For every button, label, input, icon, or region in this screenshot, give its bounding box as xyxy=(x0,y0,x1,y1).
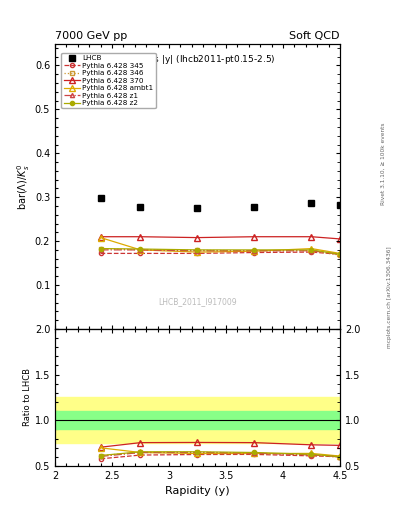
Y-axis label: bar($\Lambda$)/$K^0_s$: bar($\Lambda$)/$K^0_s$ xyxy=(15,163,32,209)
Text: LHCB_2011_I917009: LHCB_2011_I917009 xyxy=(158,297,237,306)
Text: Rivet 3.1.10, ≥ 100k events: Rivet 3.1.10, ≥ 100k events xyxy=(381,122,386,205)
Text: mcplots.cern.ch [arXiv:1306.3436]: mcplots.cern.ch [arXiv:1306.3436] xyxy=(387,246,391,348)
Legend: LHCB, Pythia 6.428 345, Pythia 6.428 346, Pythia 6.428 370, Pythia 6.428 ambt1, : LHCB, Pythia 6.428 345, Pythia 6.428 346… xyxy=(61,53,156,108)
Bar xyxy=(55,411,340,430)
Text: 7000 GeV pp: 7000 GeV pp xyxy=(55,31,127,41)
Text: $\bar{\Lambda}$/K0S vs |y| (lhcb2011-pt0.15-2.5): $\bar{\Lambda}$/K0S vs |y| (lhcb2011-pt0… xyxy=(119,52,276,67)
Text: Soft QCD: Soft QCD xyxy=(290,31,340,41)
Bar xyxy=(55,397,340,443)
X-axis label: Rapidity (y): Rapidity (y) xyxy=(165,486,230,496)
Y-axis label: Ratio to LHCB: Ratio to LHCB xyxy=(23,369,32,426)
